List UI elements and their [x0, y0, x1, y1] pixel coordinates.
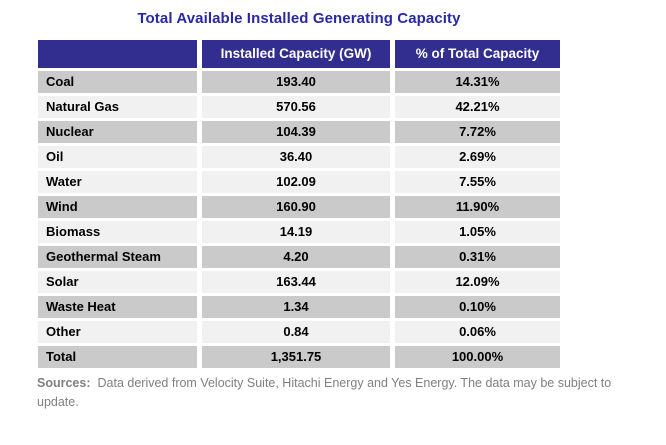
- capacity-cell: 4.20: [202, 246, 390, 268]
- capacity-cell: 102.09: [202, 171, 390, 193]
- pct-cell: 11.90%: [395, 196, 560, 218]
- capacity-cell: 193.40: [202, 71, 390, 93]
- pct-cell: 1.05%: [395, 221, 560, 243]
- capacity-cell: 0.84: [202, 321, 390, 343]
- row-label-cell: Total: [38, 346, 197, 368]
- capacity-cell: 1,351.75: [202, 346, 390, 368]
- row-label-cell: Solar: [38, 271, 197, 293]
- capacity-cell: 104.39: [202, 121, 390, 143]
- pct-cell: 100.00%: [395, 346, 560, 368]
- row-label-cell: Biomass: [38, 221, 197, 243]
- pct-cell: 0.06%: [395, 321, 560, 343]
- capacity-cell: 36.40: [202, 146, 390, 168]
- row-label-cell: Natural Gas: [38, 96, 197, 118]
- pct-cell: 7.55%: [395, 171, 560, 193]
- capacity-cell: 1.34: [202, 296, 390, 318]
- row-label-cell: Oil: [38, 146, 197, 168]
- pct-cell: 14.31%: [395, 71, 560, 93]
- capacity-table: Installed Capacity (GW) % of Total Capac…: [38, 40, 560, 368]
- pct-cell: 12.09%: [395, 271, 560, 293]
- pct-cell: 0.10%: [395, 296, 560, 318]
- sources-text: Data derived from Velocity Suite, Hitach…: [37, 376, 612, 409]
- capacity-cell: 570.56: [202, 96, 390, 118]
- pct-cell: 2.69%: [395, 146, 560, 168]
- capacity-cell: 163.44: [202, 271, 390, 293]
- capacity-cell: 14.19: [202, 221, 390, 243]
- pct-cell: 42.21%: [395, 96, 560, 118]
- row-label-cell: Wind: [38, 196, 197, 218]
- header-cell-pct-total: % of Total Capacity: [395, 40, 560, 68]
- header-cell-installed-capacity: Installed Capacity (GW): [202, 40, 390, 68]
- row-label-cell: Nuclear: [38, 121, 197, 143]
- pct-cell: 0.31%: [395, 246, 560, 268]
- capacity-cell: 160.90: [202, 196, 390, 218]
- row-label-cell: Coal: [38, 71, 197, 93]
- row-label-cell: Water: [38, 171, 197, 193]
- row-label-cell: Geothermal Steam: [38, 246, 197, 268]
- header-cell-blank: [38, 40, 197, 68]
- sources-label: Sources:: [37, 376, 91, 390]
- row-label-cell: Other: [38, 321, 197, 343]
- pct-cell: 7.72%: [395, 121, 560, 143]
- chart-title: Total Available Installed Generating Cap…: [137, 10, 461, 27]
- row-label-cell: Waste Heat: [38, 296, 197, 318]
- sources-note: Sources: Data derived from Velocity Suite…: [37, 374, 655, 412]
